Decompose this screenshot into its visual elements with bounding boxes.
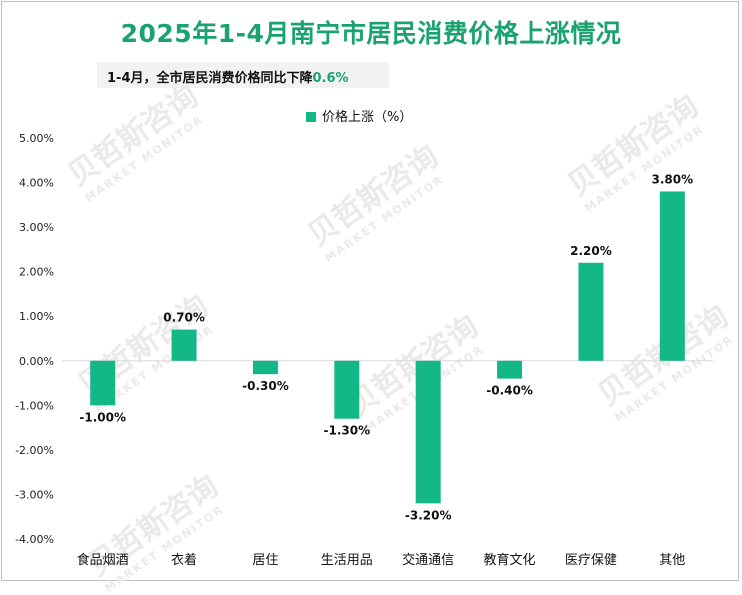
data-label: 3.80% [651, 172, 693, 186]
y-tick-label: -4.00% [15, 533, 54, 546]
y-tick-label: 3.00% [19, 221, 54, 234]
data-label: -1.30% [324, 424, 371, 438]
bar [415, 360, 441, 504]
annotation-box: 1-4月，全市居民消费价格同比下降0.6% [97, 62, 389, 88]
y-tick-label: 2.00% [19, 266, 54, 279]
x-tick-label: 医疗保健 [565, 553, 617, 568]
bar [252, 360, 278, 375]
data-label: -3.20% [405, 508, 452, 522]
x-tick-label: 其他 [659, 553, 685, 568]
bar [90, 360, 116, 406]
data-label: 2.20% [570, 244, 612, 258]
annotation-highlight: 0.6% [312, 71, 349, 86]
data-label: -0.40% [486, 384, 533, 398]
bar [497, 360, 523, 379]
data-label: -1.00% [79, 410, 126, 424]
data-label: -0.30% [242, 379, 289, 393]
y-tick-label: -2.00% [15, 444, 54, 457]
y-tick-label: -1.00% [15, 399, 54, 412]
x-tick-label: 教育文化 [484, 552, 536, 568]
legend: 价格上涨（%） [306, 106, 412, 125]
y-tick-label: 0.00% [19, 355, 54, 368]
bar [578, 262, 604, 361]
y-tick-label: 5.00% [19, 132, 54, 145]
x-tick-label: 衣着 [171, 552, 197, 568]
annotation-text: 1-4月，全市居民消费价格同比下降 [107, 71, 313, 86]
x-tick-label: 生活用品 [321, 553, 373, 568]
bar [334, 360, 360, 419]
y-tick-label: 4.00% [19, 177, 54, 190]
y-tick-label: -3.00% [15, 488, 54, 501]
chart-title: 2025年1-4月南宁市居民消费价格上涨情况 [120, 19, 622, 48]
data-label: 0.70% [163, 311, 205, 325]
x-tick-label: 居住 [252, 553, 278, 568]
x-tick-label: 交通通信 [402, 552, 454, 568]
x-tick-label: 食品烟酒 [77, 552, 129, 568]
legend-label: 价格上涨（%） [322, 110, 413, 125]
y-tick-label: 1.00% [19, 310, 54, 323]
chart-frame [1, 1, 739, 581]
bar [659, 191, 685, 361]
bar [171, 329, 197, 361]
legend-swatch [306, 112, 316, 122]
